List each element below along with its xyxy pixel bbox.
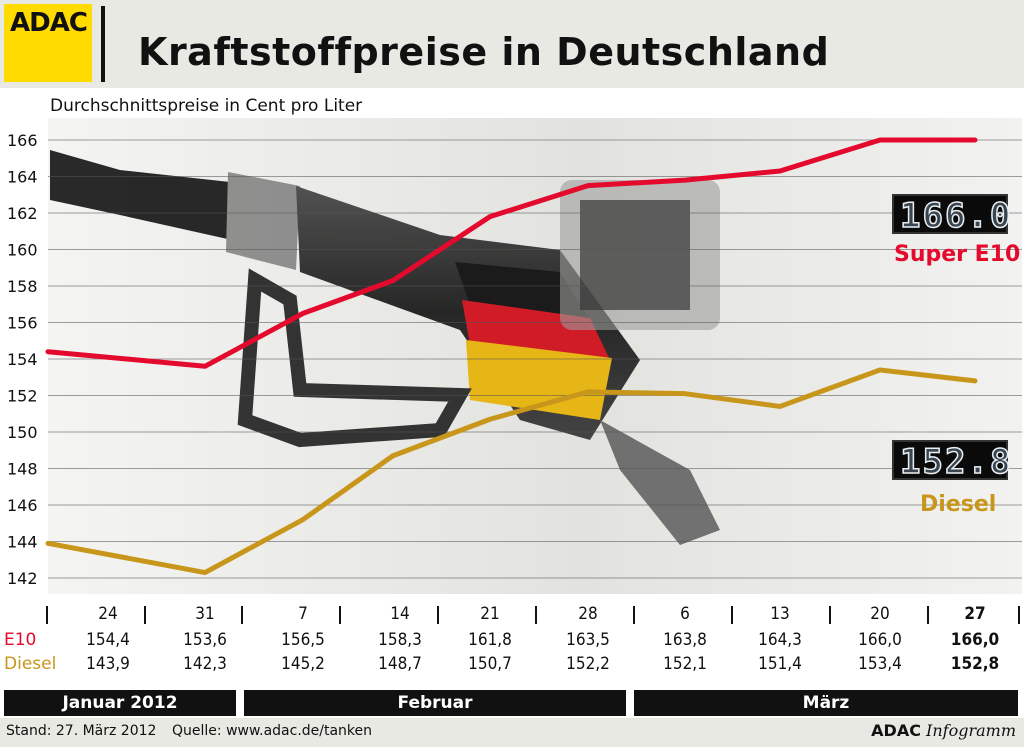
y-tick-label: 144 — [7, 533, 38, 552]
e10-value: 164,3 — [758, 630, 802, 650]
chart-title: Kraftstoffpreise in Deutschland — [138, 30, 830, 74]
series-lines — [45, 137, 978, 576]
y-tick-label: 154 — [7, 350, 38, 369]
e10-value: 161,8 — [468, 630, 512, 650]
e10-value: 166,0 — [858, 630, 902, 650]
nozzle-flag-gold — [466, 340, 612, 420]
diesel-value: 152,8 — [950, 654, 1000, 674]
column-separator — [437, 606, 439, 624]
e10-value: 156,5 — [281, 630, 325, 650]
row-label-e10: E10 — [4, 630, 37, 650]
month-bar-maerz: März — [634, 690, 1018, 716]
e10-value: 166,0 — [950, 630, 1000, 650]
pump-screen — [580, 200, 690, 310]
diesel-value: 152,1 — [663, 654, 707, 674]
e10-value: 158,3 — [378, 630, 422, 650]
y-tick-labels: 142 144 146 148 150 152 154 156 158 160 162 164 166 — [7, 131, 38, 588]
diesel-value: 150,7 — [468, 654, 512, 674]
diesel-price-value: 152.8 — [899, 441, 1013, 483]
y-axis-label: Durchschnittspreise in Cent pro Liter — [50, 96, 363, 116]
y-tick-label: 152 — [7, 387, 38, 406]
gridlines — [48, 139, 1022, 579]
date-label: 21 — [480, 604, 500, 624]
diesel-value: 143,9 — [86, 654, 130, 674]
stand-date: Stand: 27. März 2012 — [6, 723, 157, 739]
date-label: 24 — [98, 604, 118, 624]
infogramm-bold: ADAC — [871, 721, 921, 740]
y-tick-label: 162 — [7, 204, 38, 223]
date-label: 7 — [298, 604, 308, 624]
row-label-diesel: Diesel — [4, 654, 57, 674]
date-label: 20 — [870, 604, 890, 624]
diesel-price-display: 152.8 — [892, 440, 1011, 483]
y-tick-label: 142 — [7, 569, 38, 588]
adac-logo: ADAC — [4, 4, 92, 82]
column-separator — [535, 606, 537, 624]
e10-price-value: 166.0 — [899, 195, 1013, 237]
nozzle-collar — [226, 172, 300, 270]
date-label: 31 — [195, 604, 215, 624]
diesel-value: 148,7 — [378, 654, 422, 674]
column-separator — [1018, 606, 1020, 624]
column-separator — [633, 606, 635, 624]
series-line-diesel — [45, 367, 978, 576]
e10-value: 163,5 — [566, 630, 610, 650]
diesel-series-label: Diesel — [920, 492, 997, 517]
column-separator — [829, 606, 831, 624]
y-tick-label: 150 — [7, 423, 38, 442]
e10-value: 154,4 — [86, 630, 130, 650]
column-separator — [339, 606, 341, 624]
infogramm-italic: Infogramm — [926, 721, 1016, 740]
e10-value: 153,6 — [183, 630, 227, 650]
header-divider — [101, 6, 105, 82]
date-label: 14 — [390, 604, 410, 624]
column-separator — [241, 606, 243, 624]
month-bar-februar: Februar — [244, 690, 626, 716]
diesel-value: 152,2 — [566, 654, 610, 674]
data-table: 24 31 7 14 21 28 6 13 20 27 154,4 153,6 156,5 158,3 16… — [0, 598, 1024, 688]
nozzle-spout — [600, 420, 720, 545]
y-tick-label: 148 — [7, 460, 38, 479]
header-band — [0, 0, 1024, 88]
date-label: 6 — [680, 604, 690, 624]
y-tick-label: 164 — [7, 168, 38, 187]
column-separator — [46, 606, 48, 624]
y-tick-label: 146 — [7, 496, 38, 515]
line-chart: 142 144 146 148 150 152 154 156 158 160 162 164 166 — [7, 118, 1022, 594]
y-tick-label: 158 — [7, 277, 38, 296]
nozzle-hose — [50, 150, 232, 240]
diesel-value: 142,3 — [183, 654, 227, 674]
date-label: 28 — [578, 604, 598, 624]
diesel-value: 145,2 — [281, 654, 325, 674]
source-text: Quelle: www.adac.de/tanken — [172, 723, 373, 739]
series-line-e10 — [45, 137, 978, 369]
y-tick-label: 160 — [7, 241, 38, 260]
column-separator — [144, 606, 146, 624]
y-tick-label: 166 — [7, 131, 38, 150]
date-label: 27 — [964, 604, 986, 624]
month-bar-januar: Januar 2012 — [4, 690, 236, 716]
e10-price-display: 166.0 — [892, 194, 1011, 237]
logo-text: ADAC — [10, 8, 88, 38]
y-tick-label: 156 — [7, 314, 38, 333]
column-separator — [927, 606, 929, 624]
date-label: 13 — [770, 604, 790, 624]
e10-series-label: Super E10 — [894, 242, 1021, 267]
column-separator — [731, 606, 733, 624]
e10-value: 163,8 — [663, 630, 707, 650]
adac-infogramm-brand: ADAC Infogramm — [871, 721, 1016, 740]
nozzle-trigger — [237, 268, 472, 448]
diesel-value: 153,4 — [858, 654, 902, 674]
footer-band: Stand: 27. März 2012 Quelle: www.adac.de… — [0, 718, 1024, 747]
diesel-value: 151,4 — [758, 654, 802, 674]
